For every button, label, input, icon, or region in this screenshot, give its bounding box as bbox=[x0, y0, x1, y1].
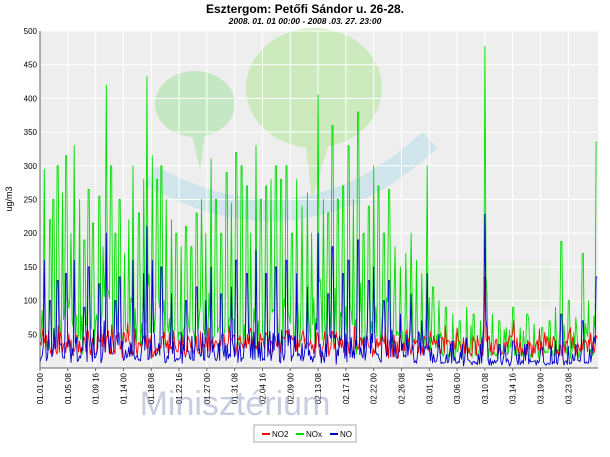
x-axis: 01.01 00 01.05 08 01.09 16 01.14 00 01.18 08… bbox=[36, 367, 598, 404]
x-tick-label: 03.10 08 bbox=[481, 372, 490, 404]
x-tick-label: 01.05 08 bbox=[64, 372, 73, 404]
y-axis: 50 100 150 200 250 300 350 400 450 500 bbox=[24, 27, 41, 368]
chart-subtitle: 2008. 01. 01 00:00 - 2008 .03. 27. 23:00 bbox=[228, 16, 382, 26]
watermark-band bbox=[130, 262, 550, 307]
legend: NO2 NOx NO bbox=[253, 424, 357, 443]
series-layer bbox=[39, 46, 598, 367]
speech-bubble-small-icon bbox=[155, 71, 235, 137]
y-tick-label: 50 bbox=[28, 330, 37, 339]
x-tick-label: 01.31 08 bbox=[231, 372, 240, 404]
x-tick-label: 01.22 16 bbox=[175, 372, 184, 404]
x-tick-label: 01.14 00 bbox=[119, 372, 128, 404]
y-tick-label: 300 bbox=[24, 162, 38, 171]
y-tick-label: 200 bbox=[24, 229, 38, 238]
y-tick-label: 400 bbox=[24, 94, 38, 103]
legend-box bbox=[253, 424, 357, 443]
series-line-no bbox=[39, 213, 598, 367]
legend-label-nox: NOx bbox=[306, 430, 322, 439]
x-tick-label: 03.01 16 bbox=[425, 372, 434, 404]
x-tick-label: 02.13 08 bbox=[314, 372, 323, 404]
y-tick-label: 450 bbox=[24, 61, 38, 70]
watermark-text: Minisztérium bbox=[140, 385, 331, 423]
swoosh-shape bbox=[144, 131, 438, 222]
x-tick-label: 02.09 00 bbox=[286, 372, 295, 404]
chart-title: Esztergom: Petőfi Sándor u. 26-28. bbox=[206, 2, 404, 16]
speech-bubble-large-icon bbox=[246, 28, 382, 148]
x-tick-label: 03.23 08 bbox=[564, 372, 573, 404]
y-tick-label: 250 bbox=[24, 196, 38, 205]
x-tick-label: 02.22 00 bbox=[370, 372, 379, 404]
legend-label-no: NO bbox=[340, 430, 352, 439]
x-tick-label: 03.14 16 bbox=[509, 372, 518, 404]
x-tick-label: 03.19 00 bbox=[537, 372, 546, 404]
x-tick-label: 03.06 00 bbox=[453, 372, 462, 404]
speech-bubble-small-tail bbox=[192, 135, 205, 170]
y-tick-label: 350 bbox=[24, 128, 38, 137]
x-tick-label: 01.27 00 bbox=[203, 372, 212, 404]
x-tick-label: 02.17 16 bbox=[342, 372, 351, 404]
x-tick-label: 02.04 16 bbox=[258, 372, 267, 404]
x-tick-label: 01.09 16 bbox=[92, 372, 101, 404]
x-tick-label: 02.26 08 bbox=[397, 372, 406, 404]
x-tick-label: 01.01 00 bbox=[36, 372, 45, 404]
y-axis-label: ug/m3 bbox=[4, 186, 14, 211]
watermark-logo bbox=[130, 28, 550, 307]
y-tick-label: 500 bbox=[24, 27, 38, 36]
y-tick-label: 100 bbox=[24, 297, 38, 306]
y-tick-label: 150 bbox=[24, 263, 38, 272]
legend-label-no2: NO2 bbox=[272, 430, 289, 439]
x-tick-label: 01.18 08 bbox=[147, 372, 156, 404]
